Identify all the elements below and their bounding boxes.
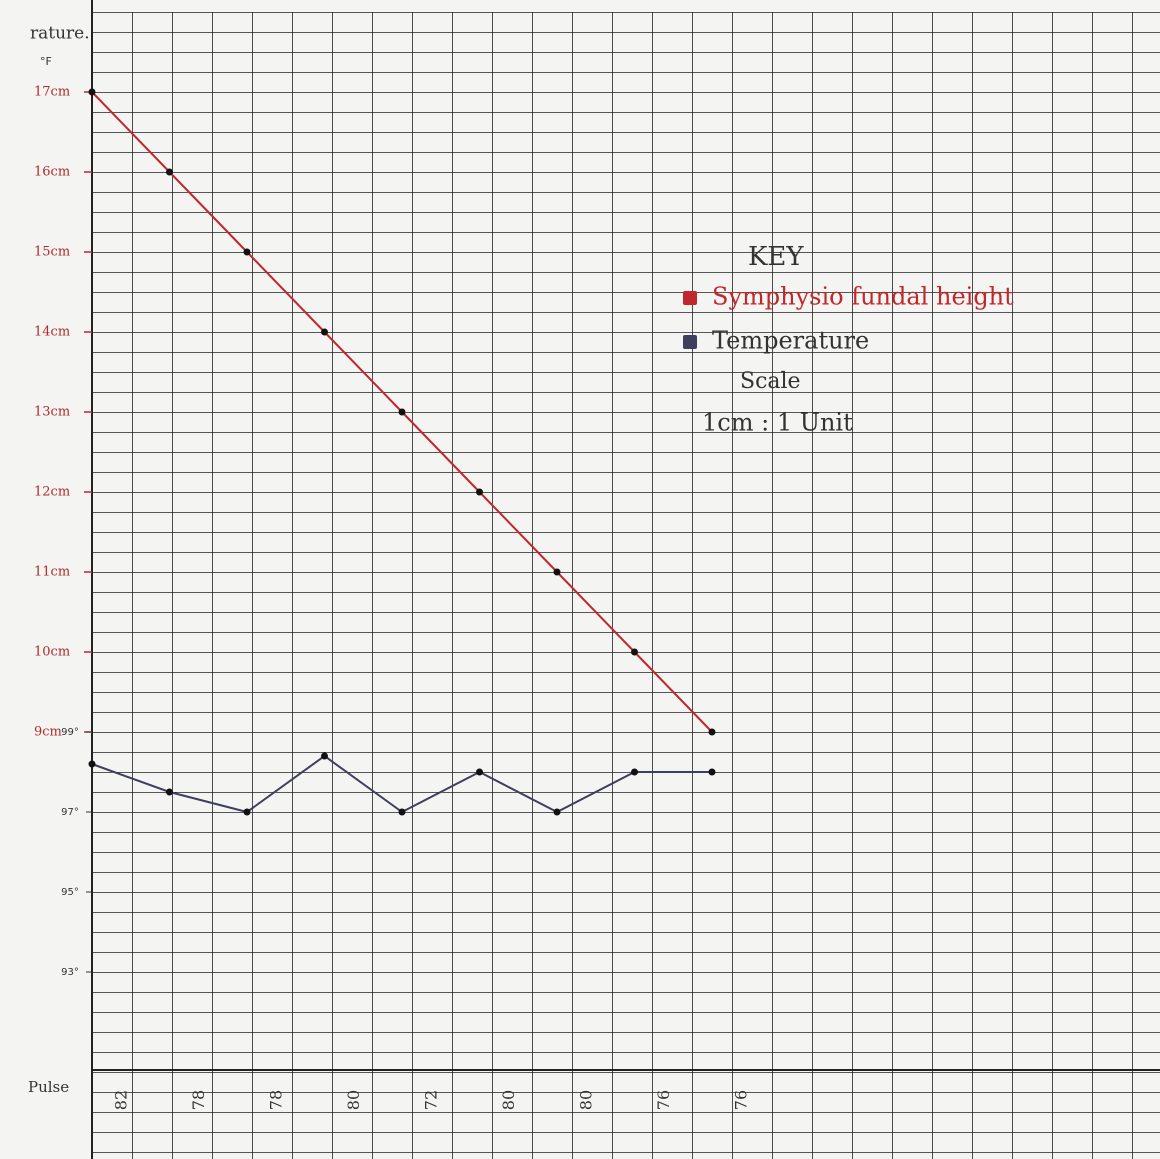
data-point: [243, 248, 251, 256]
x-tick-label: 76: [732, 1090, 751, 1110]
data-point: [631, 768, 638, 776]
data-point: [553, 808, 561, 816]
legend-title: KEY: [748, 242, 804, 272]
data-point: [321, 752, 328, 760]
data-point: [88, 760, 96, 768]
x-tick-label: 78: [267, 1090, 286, 1110]
x-tick-label: 78: [189, 1090, 208, 1110]
x-tick-label: 80: [344, 1090, 363, 1110]
data-point: [631, 648, 638, 656]
y-tick-label: 16cm: [34, 165, 70, 180]
data-point: [398, 408, 406, 416]
y-tick-label: 10cm: [34, 645, 70, 660]
x-tick-label: 76: [654, 1090, 673, 1110]
scale-title: Scale: [740, 369, 801, 394]
y-tick-label: 12cm: [34, 485, 70, 500]
legend-swatch: [683, 291, 697, 305]
x-tick-label: 82: [112, 1090, 131, 1110]
data-point: [321, 328, 328, 336]
data-point: [476, 768, 483, 776]
y-unit: °F: [40, 55, 52, 68]
legend: KEY Scale 1cm : 1 Unit Symphysio fundal …: [683, 242, 1014, 437]
data-point: [243, 808, 251, 816]
y-tick-label: 15cm: [34, 245, 70, 260]
y2-tick-label: 93°: [61, 967, 79, 978]
data-point: [166, 168, 173, 176]
pulse-label: Pulse: [28, 1078, 69, 1096]
x-tick-label: 80: [499, 1090, 518, 1110]
legend-label: Temperature: [712, 327, 869, 355]
y-tick-label: 9cm: [34, 725, 62, 740]
x-tick-label: 72: [422, 1090, 441, 1110]
data-point: [708, 728, 716, 736]
y-tick-label: 13cm: [34, 405, 70, 420]
y-tick-label: 17cm: [34, 85, 70, 100]
y-tick-label: 14cm: [34, 325, 70, 340]
scale-text: 1cm : 1 Unit: [702, 409, 853, 437]
legend-swatch: [683, 335, 697, 349]
data-point: [708, 768, 716, 776]
y2-tick-label: 97°: [61, 807, 79, 818]
data-point: [553, 568, 561, 576]
y2-tick-label: 99°: [61, 727, 79, 738]
y2-tick-label: 95°: [61, 887, 79, 898]
legend-label: Symphysio fundal height: [712, 283, 1014, 311]
data-point: [476, 488, 483, 496]
y-tick-label: 11cm: [34, 565, 70, 580]
data-point: [398, 808, 406, 816]
data-point: [88, 88, 96, 96]
data-point: [166, 788, 173, 796]
y-label: rature.: [30, 24, 90, 44]
x-tick-label: 80: [577, 1090, 596, 1110]
graph-grid: [92, 12, 1160, 1159]
